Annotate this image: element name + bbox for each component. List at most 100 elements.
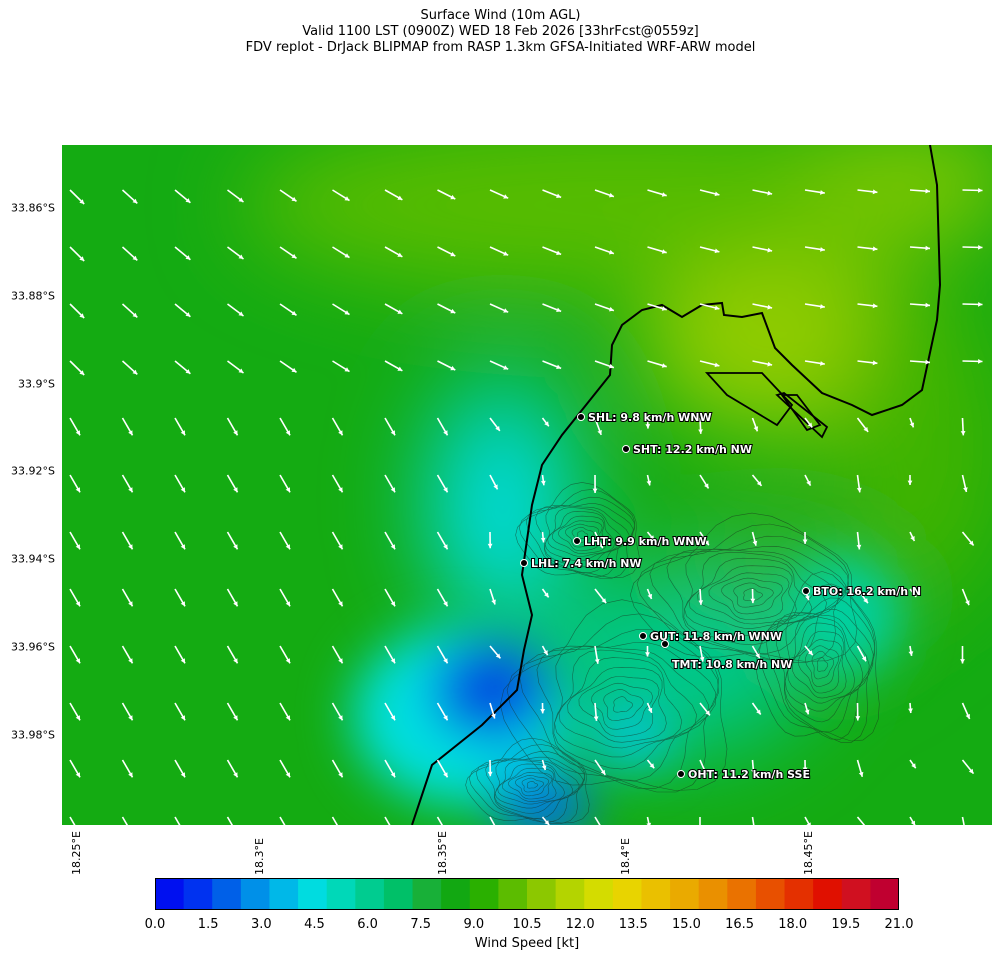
wind-arrow — [174, 246, 191, 261]
wind-arrow — [331, 474, 344, 493]
station-bto[interactable]: BTO: 16.2 km/h N — [802, 584, 922, 599]
wind-arrow — [174, 360, 191, 375]
wind-arrow — [121, 189, 138, 204]
wind-arrow — [279, 417, 291, 436]
wind-arrow — [804, 474, 812, 486]
contour-line — [649, 535, 849, 661]
station-oht[interactable]: OHT: 11.2 km/h SSE — [677, 767, 811, 782]
contour-line — [475, 751, 586, 823]
colorbar-segment — [269, 878, 299, 910]
contour-line — [758, 583, 876, 743]
contour-line — [571, 526, 595, 544]
wind-arrow — [647, 303, 667, 311]
lon-label: 18.45°E — [802, 831, 815, 875]
colorbar-segment — [813, 878, 843, 910]
contour-line — [515, 774, 550, 797]
contour-line — [784, 615, 864, 712]
wind-arrow — [752, 303, 773, 310]
wind-arrow — [69, 816, 76, 825]
wind-arrow — [594, 588, 607, 604]
contour-line — [465, 737, 590, 824]
wind-arrow — [69, 303, 85, 319]
colorbar-segment — [612, 878, 643, 910]
contour-line — [518, 489, 636, 579]
wind-arrow — [646, 588, 653, 600]
wind-arrow — [751, 759, 756, 775]
colorbar-tick-label: 16.5 — [725, 917, 755, 932]
wind-arrow — [227, 360, 244, 374]
colorbar-tick-label: 6.0 — [357, 917, 378, 932]
wind-arrow — [279, 588, 291, 607]
contour-line — [733, 582, 774, 608]
contour-line — [613, 696, 634, 713]
wind-arrow — [751, 645, 761, 659]
contour-line — [499, 599, 728, 791]
wind-arrow — [279, 759, 291, 778]
wind-arrow — [331, 759, 344, 778]
wind-arrow — [961, 588, 970, 606]
wind-arrow — [489, 189, 509, 199]
wind-arrow — [384, 531, 396, 550]
station-lhl[interactable]: LHL: 7.4 km/h NW — [520, 556, 643, 571]
wind-arrow — [279, 816, 286, 825]
wind-arrow — [804, 246, 825, 252]
wind-arrow — [856, 645, 867, 662]
wind-arrow — [332, 189, 350, 202]
wind-arrow — [961, 759, 975, 775]
wind-arrow — [121, 474, 134, 493]
wind-arrow — [384, 303, 403, 315]
wind-arrow — [646, 702, 653, 714]
colorbar-segment — [212, 878, 242, 910]
contour-line — [519, 629, 719, 789]
station-sht[interactable]: SHT: 12.2 km/h NW — [622, 442, 753, 457]
contour-line — [551, 515, 607, 554]
wind-arrow — [174, 417, 186, 436]
wind-arrow — [174, 303, 191, 318]
wind-arrow — [909, 531, 916, 542]
wind-map-canvas: SHL: 9.8 km/h WNW SHT: 12.2 km/h NW LHT: 9… — [62, 145, 992, 825]
wind-arrow — [961, 702, 971, 720]
station-gut[interactable]: GUT: 11.8 km/h WNW — [639, 629, 783, 644]
colorbar-tick-label: 9.0 — [463, 917, 485, 932]
wind-arrow — [69, 246, 85, 262]
wind-arrow — [541, 816, 550, 825]
wind-arrow — [909, 359, 931, 365]
colorbar-tick-label: 1.5 — [197, 917, 219, 932]
wind-arrow — [908, 645, 914, 657]
wind-map[interactable]: SHL: 9.8 km/h WNW SHT: 12.2 km/h NW LHT: 9… — [62, 145, 992, 825]
wind-arrow — [646, 816, 652, 825]
wind-arrow — [594, 246, 615, 255]
wind-arrow — [857, 189, 878, 195]
wind-arrow — [436, 759, 449, 778]
colorbar-tick-label: 21.0 — [884, 917, 914, 932]
colorbar-segment — [727, 878, 757, 910]
wind-arrow — [804, 360, 825, 366]
station-tmt[interactable]: TMT: 10.8 km/h NW — [661, 640, 793, 672]
colorbar-segment — [698, 878, 728, 910]
wind-arrow — [542, 303, 562, 313]
wind-arrow — [279, 645, 291, 664]
station-label: SHT: 12.2 km/h NW — [633, 443, 752, 456]
wind-arrow — [857, 246, 878, 252]
wind-arrow — [647, 189, 667, 197]
colorbar-segment — [784, 878, 814, 910]
wind-arrow — [69, 702, 81, 721]
wind-arrow — [857, 303, 878, 309]
contour-line — [755, 571, 880, 742]
contour-line — [578, 676, 660, 737]
station-lht[interactable]: LHT: 9.9 km/h WNW — [573, 534, 708, 549]
wind-arrow — [226, 474, 239, 493]
colorbar-segment — [355, 878, 385, 910]
colorbar-segment — [641, 878, 671, 910]
contour-line — [688, 557, 813, 629]
contour-line — [536, 642, 717, 781]
contour-line — [765, 597, 876, 740]
wind-arrow — [699, 817, 701, 825]
wind-arrow — [962, 245, 983, 250]
lat-label: 33.96°S — [11, 640, 55, 654]
station-shl[interactable]: SHL: 9.8 km/h WNW — [577, 410, 713, 425]
contour-line — [558, 657, 683, 749]
lat-label: 33.86°S — [11, 201, 55, 215]
wind-arrow — [69, 474, 81, 493]
wind-arrow — [594, 816, 601, 825]
